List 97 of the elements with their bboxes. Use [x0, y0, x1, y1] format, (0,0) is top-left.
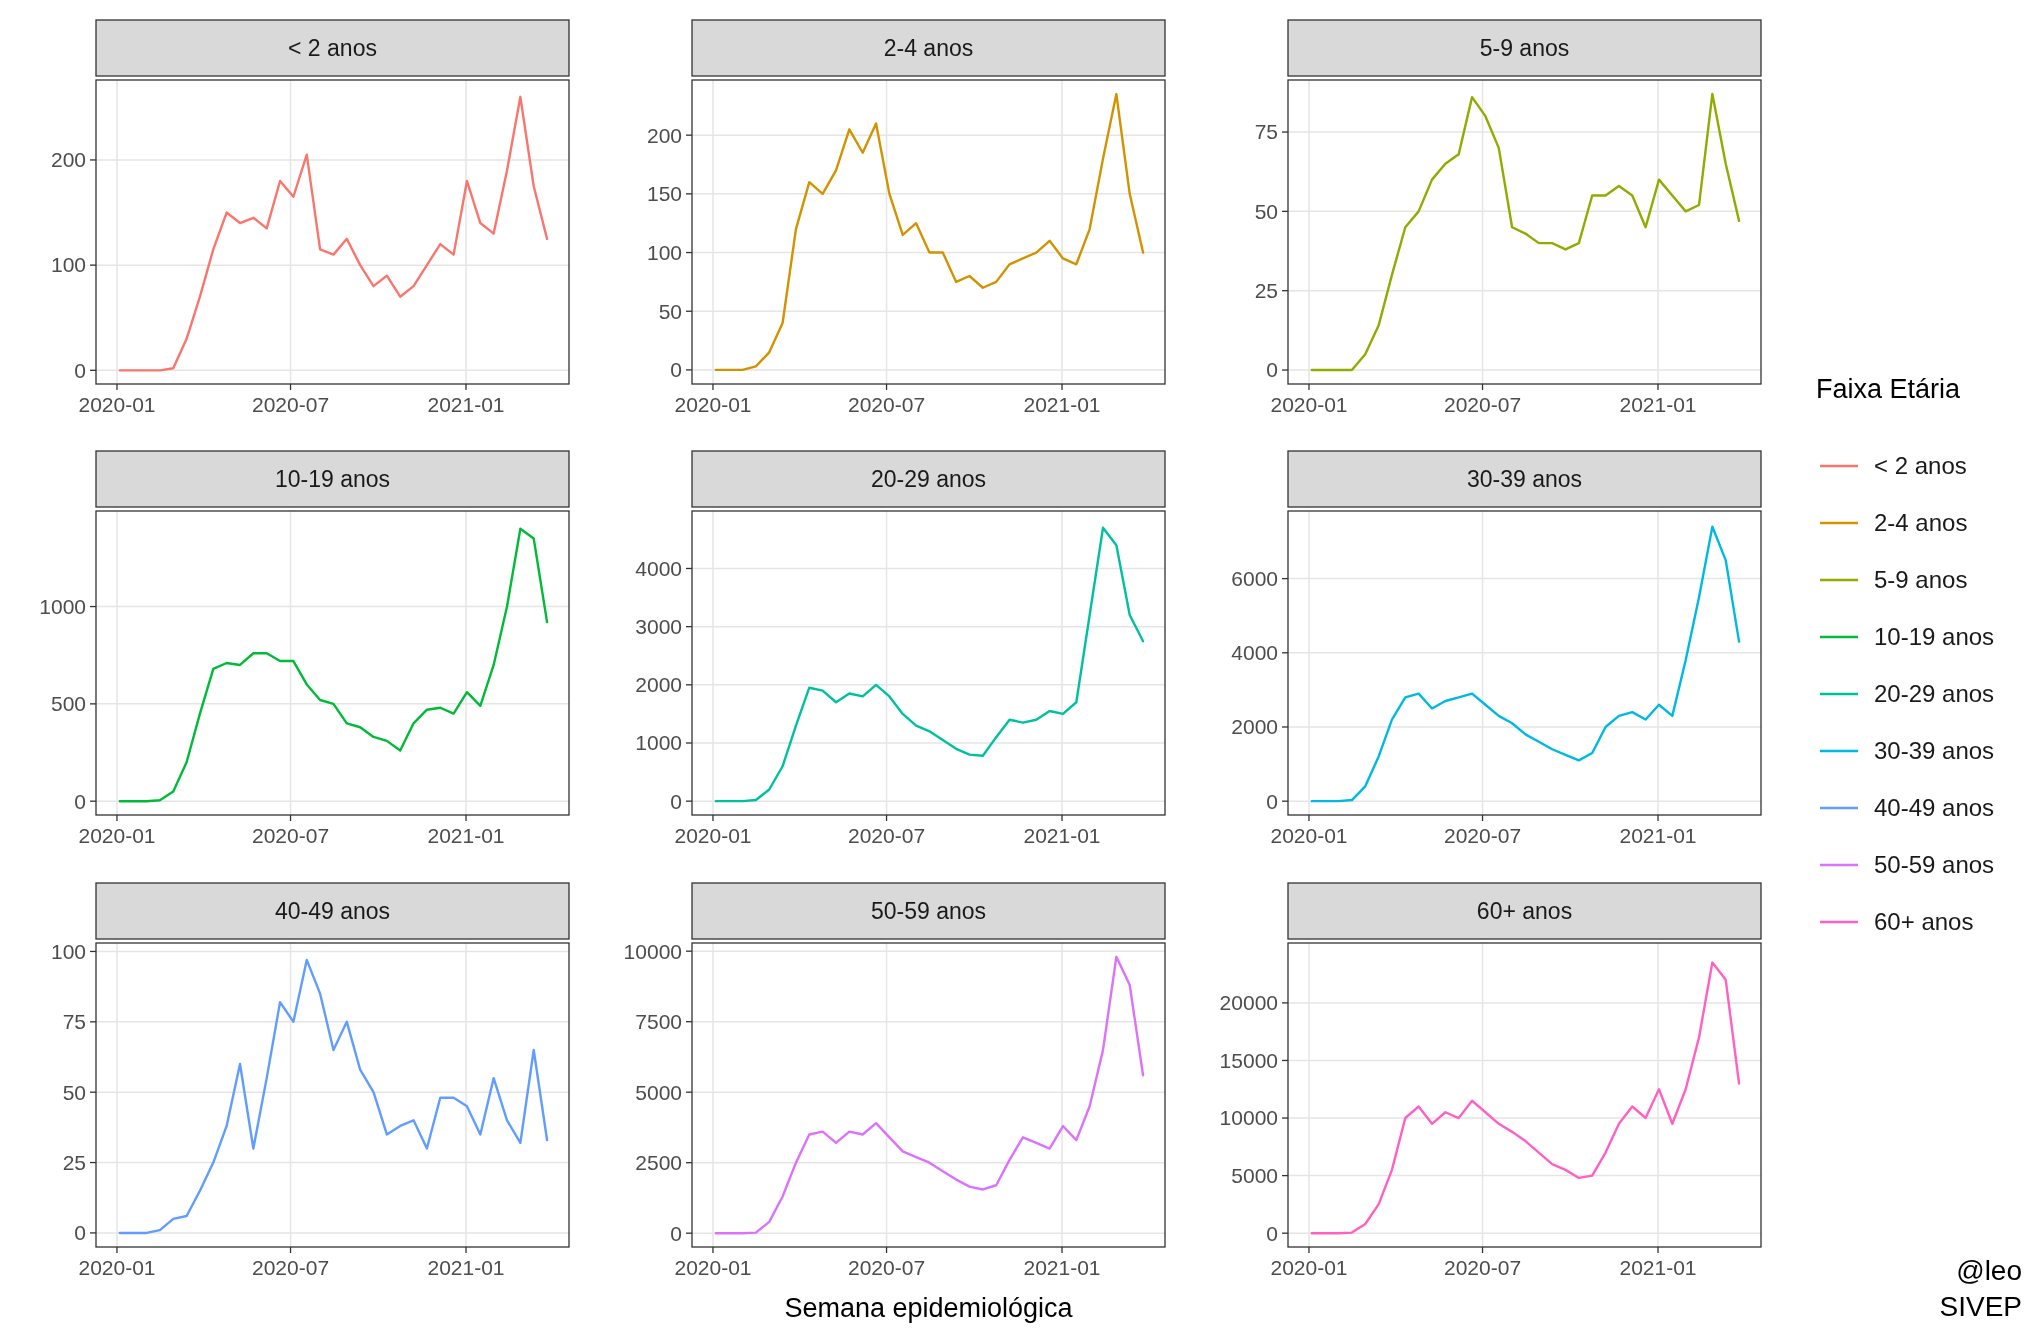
y-tick-label: 500 — [50, 692, 86, 716]
chart-title: 60+ anos — [1476, 898, 1573, 925]
line-series — [714, 955, 1145, 1235]
y-tick-label: 0 — [1266, 1221, 1278, 1245]
legend-label: 60+ anos — [1874, 908, 1974, 936]
y-tick-label: 4000 — [1231, 641, 1278, 665]
chart-title: < 2 anos — [288, 35, 377, 62]
x-tick-label: 2020-07 — [252, 824, 330, 847]
line-series — [118, 527, 549, 803]
legend-label: 10-19 anos — [1874, 623, 1995, 651]
y-tick-label: 0 — [670, 789, 682, 813]
y-tick-label: 5000 — [635, 1080, 682, 1104]
text: @leo — [1956, 1255, 2022, 1286]
y-tick-label: 1000 — [635, 731, 682, 755]
legend-title: Faixa Etária — [1816, 374, 1962, 404]
y-tick-label: 10000 — [1219, 1106, 1278, 1130]
y-tick-label: 200 — [646, 123, 682, 147]
y-tick-label: 100 — [50, 253, 86, 277]
y-tick-label: 6000 — [1231, 566, 1278, 590]
chart-title: 40-49 anos — [274, 898, 391, 925]
line-series — [118, 958, 549, 1235]
x-tick-label: 2020-01 — [78, 393, 156, 416]
x-tick-label: 2020-01 — [674, 1256, 752, 1279]
chart-title: 20-29 anos — [870, 466, 987, 493]
line-series — [118, 95, 549, 372]
y-tick-label: 50 — [658, 299, 682, 323]
x-tick-label: 2020-01 — [674, 393, 752, 416]
legend-label: 30-39 anos — [1874, 737, 1995, 765]
y-tick-label: 0 — [670, 1221, 682, 1245]
y-tick-label: 100 — [646, 240, 682, 264]
y-tick-label: 0 — [74, 358, 86, 382]
x-axis-title: Semana epidemiológica — [784, 1293, 1074, 1323]
chart-title: 30-39 anos — [1466, 466, 1583, 493]
y-tick-label: 50 — [1254, 199, 1278, 223]
x-tick-label: 2021-01 — [427, 1256, 505, 1279]
y-tick-label: 0 — [1266, 789, 1278, 813]
x-tick-label: 2021-01 — [1023, 824, 1101, 847]
y-tick-label: 150 — [646, 182, 682, 206]
x-tick-label: 2020-01 — [1270, 1256, 1348, 1279]
y-tick-label: 20000 — [1219, 991, 1278, 1015]
chart-title: 10-19 anos — [274, 466, 391, 493]
x-tick-label: 2021-01 — [1619, 1256, 1697, 1279]
chart-title: 50-59 anos — [870, 898, 987, 925]
x-tick-label: 2021-01 — [1023, 393, 1101, 416]
x-tick-label: 2020-07 — [848, 1256, 926, 1279]
x-tick-label: 2020-07 — [848, 393, 926, 416]
y-tick-label: 0 — [1266, 358, 1278, 382]
chart-title: 2-4 anos — [883, 35, 974, 62]
line-series — [714, 92, 1145, 372]
y-tick-label: 50 — [62, 1080, 86, 1104]
y-tick-label: 0 — [74, 789, 86, 813]
y-tick-label: 0 — [670, 358, 682, 382]
x-tick-label: 2020-01 — [78, 824, 156, 847]
legend-label: 40-49 anos — [1874, 794, 1995, 822]
legend-label: 2-4 anos — [1874, 509, 1968, 537]
x-tick-label: 2020-07 — [1444, 1256, 1522, 1279]
legend-label: 20-29 anos — [1874, 680, 1995, 708]
x-tick-label: 2021-01 — [1023, 1256, 1101, 1279]
y-tick-label: 75 — [62, 1010, 86, 1034]
x-tick-label: 2020-01 — [78, 1256, 156, 1279]
legend-label: < 2 anos — [1874, 452, 1967, 480]
y-tick-label: 5000 — [1231, 1163, 1278, 1187]
y-tick-label: 75 — [1254, 120, 1278, 144]
x-tick-label: 2021-01 — [427, 824, 505, 847]
line-series — [1310, 525, 1741, 803]
y-tick-label: 200 — [50, 148, 86, 172]
y-tick-label: 100 — [50, 939, 86, 963]
y-tick-label: 15000 — [1219, 1048, 1278, 1072]
y-tick-label: 7500 — [635, 1010, 682, 1034]
x-tick-label: 2020-07 — [1444, 393, 1522, 416]
line-series — [714, 526, 1145, 803]
x-tick-label: 2021-01 — [1619, 393, 1697, 416]
legend-label: 5-9 anos — [1874, 566, 1968, 594]
y-tick-label: 25 — [62, 1150, 86, 1174]
x-tick-label: 2020-07 — [1444, 824, 1522, 847]
y-tick-label: 3000 — [635, 614, 682, 638]
x-tick-label: 2020-01 — [674, 824, 752, 847]
line-series — [1310, 92, 1741, 372]
x-tick-label: 2020-07 — [252, 1256, 330, 1279]
y-tick-label: 0 — [74, 1221, 86, 1245]
y-tick-label: 1000 — [39, 594, 86, 618]
x-tick-label: 2020-07 — [252, 393, 330, 416]
x-tick-label: 2021-01 — [1619, 824, 1697, 847]
y-tick-label: 2000 — [1231, 715, 1278, 739]
chart-title: 5-9 anos — [1479, 35, 1570, 62]
y-tick-label: 4000 — [635, 556, 682, 580]
y-tick-label: 2500 — [635, 1151, 682, 1175]
y-tick-label: 25 — [1254, 279, 1278, 303]
text: SIVEP — [1939, 1291, 2022, 1322]
x-tick-label: 2021-01 — [427, 393, 505, 416]
legend-label: 50-59 anos — [1874, 851, 1995, 879]
y-tick-label: 2000 — [635, 673, 682, 697]
x-tick-label: 2020-07 — [848, 824, 926, 847]
x-tick-label: 2020-01 — [1270, 393, 1348, 416]
line-series — [1310, 961, 1741, 1235]
y-tick-label: 10000 — [623, 939, 682, 963]
x-tick-label: 2020-01 — [1270, 824, 1348, 847]
